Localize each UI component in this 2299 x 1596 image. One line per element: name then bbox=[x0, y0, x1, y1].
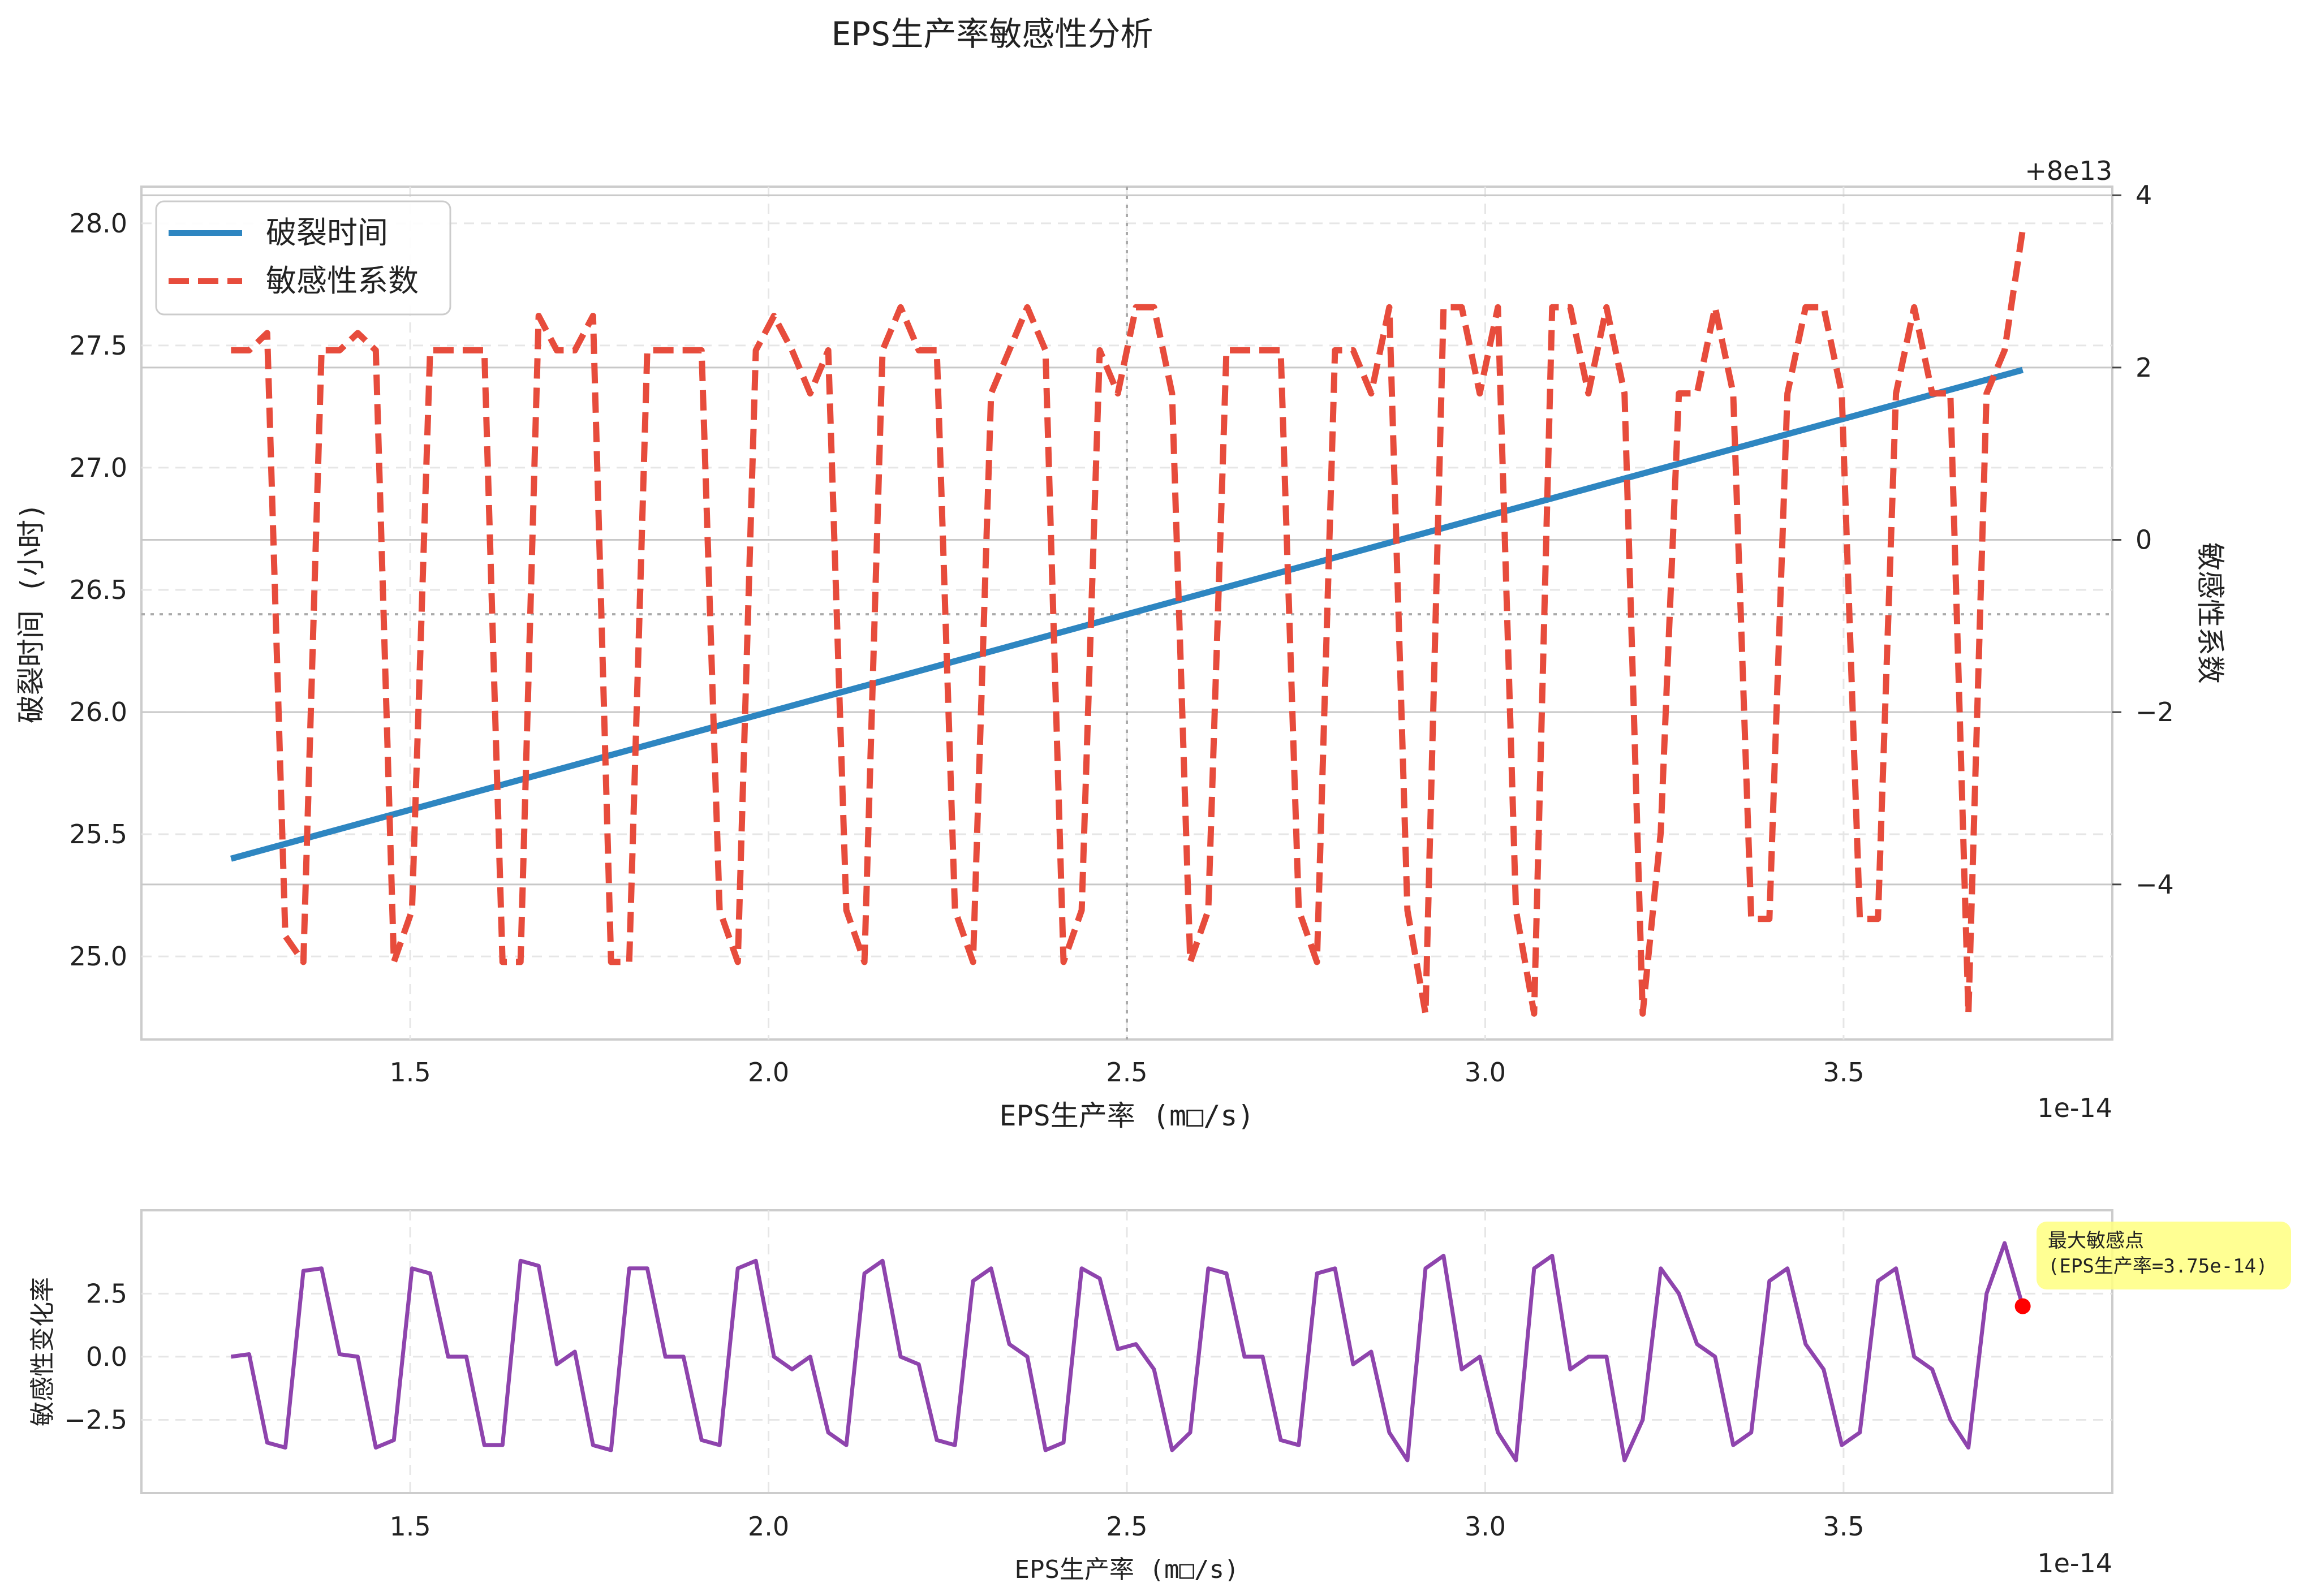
series-line-sensitivity bbox=[231, 229, 2026, 1017]
series-line-sensitivity-change-rate bbox=[230, 1241, 2025, 1463]
bottom-x-axis-label: EPS生产率 (m□/s) bbox=[1015, 1555, 1239, 1584]
bottom-y-tick-label: 0.0 bbox=[86, 1341, 127, 1372]
legend-box bbox=[155, 200, 451, 316]
top-x-axis-label: EPS生产率 (m□/s) bbox=[999, 1099, 1254, 1132]
top-y-right-offset-label: +8e13 bbox=[2025, 156, 2112, 186]
bottom-y-axis-label: 敏感性变化率 bbox=[28, 1277, 57, 1426]
top-y-tick-label: 28.0 bbox=[70, 208, 127, 239]
top-y-right-tick-label: 0 bbox=[2136, 525, 2152, 555]
top-y-right-axis-label: 敏感性系数 bbox=[2194, 542, 2227, 684]
bottom-gridlines bbox=[141, 1210, 2112, 1493]
legend: 破裂时间 敏感性系数 bbox=[155, 200, 451, 316]
bottom-y-ticks: −2.5 0.0 2.5 bbox=[64, 1278, 127, 1435]
top-y-right-ticks: −4 −2 0 2 4 bbox=[2112, 180, 2174, 900]
bottom-chart: 1.5 2.0 2.5 3.0 3.5 −2.5 0.0 2.5 最大敏感点 (EPS生产率… bbox=[28, 1209, 2291, 1584]
top-y-tick-label: 26.0 bbox=[70, 697, 127, 727]
top-x-ticks: 1.5 2.0 2.5 3.0 3.5 bbox=[390, 1057, 1865, 1088]
top-x-tick-label: 2.0 bbox=[748, 1057, 789, 1088]
top-y-tick-label: 27.5 bbox=[70, 330, 127, 361]
top-y-right-tick-label: 4 bbox=[2136, 180, 2152, 210]
figure-title: EPS生产率敏感性分析 bbox=[832, 15, 1153, 53]
annotation-line-1: 最大敏感点 bbox=[2048, 1230, 2144, 1252]
legend-label-breaking-time: 破裂时间 bbox=[266, 215, 388, 251]
bottom-x-tick-label: 1.5 bbox=[390, 1511, 431, 1542]
top-y-axis-label: 破裂时间 (小时) bbox=[15, 503, 48, 723]
top-y-tick-label: 26.5 bbox=[70, 575, 127, 605]
bottom-x-tick-label: 2.0 bbox=[748, 1511, 789, 1542]
series-line-breaking-time bbox=[230, 366, 2024, 862]
top-x-tick-label: 2.5 bbox=[1106, 1057, 1147, 1088]
top-series-group bbox=[230, 229, 2026, 1017]
top-x-tick-label: 3.0 bbox=[1465, 1057, 1506, 1088]
top-y-tick-label: 27.0 bbox=[70, 452, 127, 483]
top-y-tick-label: 25.5 bbox=[70, 819, 127, 849]
top-y-tick-label: 25.0 bbox=[70, 941, 127, 972]
top-x-tick-label: 1.5 bbox=[390, 1057, 431, 1088]
top-x-offset-label: 1e-14 bbox=[2037, 1093, 2112, 1123]
legend-label-sensitivity: 敏感性系数 bbox=[266, 263, 419, 299]
bottom-y-tick-label: −2.5 bbox=[64, 1405, 127, 1435]
top-x-tick-label: 3.5 bbox=[1823, 1057, 1864, 1088]
max-sensitivity-marker bbox=[2014, 1298, 2031, 1314]
top-y-right-tick-label: −4 bbox=[2136, 869, 2174, 900]
bottom-x-ticks: 1.5 2.0 2.5 3.0 3.5 bbox=[390, 1511, 1865, 1542]
bottom-x-tick-label: 3.5 bbox=[1823, 1511, 1864, 1542]
top-chart: 1.5 2.0 2.5 3.0 3.5 25.0 25.5 26.0 26.5 27.0 27.5… bbox=[15, 156, 2227, 1132]
bottom-x-tick-label: 2.5 bbox=[1106, 1511, 1147, 1542]
top-y-right-tick-label: −2 bbox=[2136, 697, 2174, 727]
annotation-line-2: (EPS生产率=3.75e-14) bbox=[2048, 1255, 2268, 1278]
annotation-box bbox=[2037, 1222, 2291, 1289]
bottom-x-offset-label: 1e-14 bbox=[2037, 1548, 2112, 1578]
top-y-right-tick-label: 2 bbox=[2136, 352, 2152, 383]
top-y-ticks: 25.0 25.5 26.0 26.5 27.0 27.5 28.0 bbox=[70, 208, 127, 972]
bottom-x-tick-label: 3.0 bbox=[1465, 1511, 1506, 1542]
bottom-y-tick-label: 2.5 bbox=[86, 1278, 127, 1309]
max-sensitivity-annotation: 最大敏感点 (EPS生产率=3.75e-14) bbox=[2037, 1222, 2291, 1289]
bottom-series-group bbox=[230, 1241, 2031, 1463]
